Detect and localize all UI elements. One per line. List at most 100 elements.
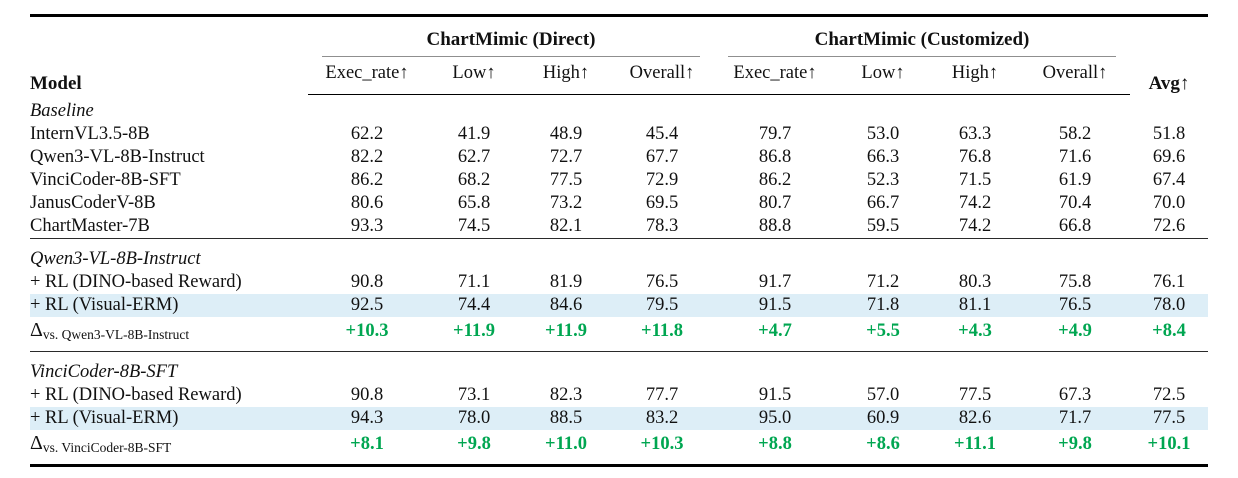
metric-value-cell: 67.7 [645, 147, 679, 167]
metric-value-cell: 68.2 [457, 170, 491, 190]
metric-value-cell: 90.8 [350, 385, 384, 405]
group-header-chartmimic-customized: ChartMimic (Customized) [714, 16, 1130, 57]
delta-value-cell: +8.1 [350, 433, 384, 454]
delta-value-cell: +10.3 [345, 320, 389, 341]
table-row: + RL (Visual-ERM) 92.5 74.4 84.6 79.5 91.5 71.… [30, 294, 1209, 317]
metric-value-cell: 67.3 [1058, 385, 1092, 405]
metric-value-cell: 73.2 [549, 193, 583, 213]
metric-value-cell: 69.5 [645, 193, 679, 213]
metric-value-cell: 78.3 [645, 216, 679, 236]
model-name-cell: InternVL3.5-8B [30, 124, 150, 144]
delta-value-cell: +4.9 [1058, 320, 1092, 341]
group-header-chartmimic-direct: ChartMimic (Direct) [308, 16, 714, 57]
model-name-cell: ChartMaster-7B [30, 216, 150, 236]
delta-value-cell: +11.9 [545, 320, 587, 341]
metric-value-cell: 86.2 [758, 170, 792, 190]
metric-value-cell: 69.6 [1152, 147, 1186, 167]
metric-value-cell: 71.6 [1058, 147, 1092, 167]
delta-symbol: Δ [30, 432, 43, 454]
metric-value-cell: 45.4 [645, 124, 679, 144]
metric-value-cell: 80.6 [350, 193, 384, 213]
metric-value-cell: 76.8 [958, 147, 992, 167]
metric-value-cell: 72.6 [1152, 216, 1186, 236]
column-header-overall-customized: Overall↑ [1020, 57, 1131, 95]
column-header-exec-rate-customized: Exec_rate↑ [714, 57, 836, 95]
delta-value-cell: +9.8 [1058, 433, 1092, 454]
delta-row-label: Δvs. Qwen3-VL-8B-Instruct [30, 317, 308, 352]
table-row: JanusCoderV-8B 80.6 65.8 73.2 69.5 80.7 66.7 74… [30, 192, 1208, 215]
table-row: ChartMaster-7B 93.3 74.5 82.1 78.3 88.8 59.5 74… [30, 215, 1208, 239]
metric-value-cell: 82.6 [930, 407, 1020, 430]
group-header-label: ChartMimic (Direct) [322, 21, 700, 57]
table-row: + RL (DINO-based Reward) 90.8 73.1 82.3 77.7… [30, 384, 1208, 407]
metric-value-cell: 63.3 [958, 124, 992, 144]
metric-value-cell: 80.7 [758, 193, 792, 213]
metric-value-cell: 66.8 [1058, 216, 1092, 236]
column-header-avg: Avg↑ [1148, 72, 1190, 94]
table-section: Baseline InternVL3.5-8B 62.2 41.9 48.9 45.4 79… [30, 95, 1208, 239]
metric-value-cell: 82.3 [549, 385, 583, 405]
model-name-cell: + RL (DINO-based Reward) [30, 272, 242, 292]
metric-value-cell: 94.3 [308, 407, 426, 430]
metric-value-cell: 74.4 [426, 294, 522, 317]
delta-value-cell: +8.4 [1152, 320, 1186, 341]
group-header-label: ChartMimic (Customized) [728, 21, 1117, 57]
table-row: VinciCoder-8B-SFT 86.2 68.2 77.5 72.9 86.2 52.… [30, 169, 1208, 192]
delta-value-cell: +8.6 [866, 433, 900, 454]
metric-value-cell: 83.2 [610, 407, 714, 430]
column-header-model: Model [30, 72, 82, 94]
metric-value-cell: 74.5 [457, 216, 491, 236]
delta-value-cell: +11.1 [954, 433, 996, 454]
delta-value-cell: +4.3 [958, 320, 992, 341]
metric-value-cell: 77.5 [549, 170, 583, 190]
metric-value-cell: 84.6 [522, 294, 610, 317]
table-row: + RL (Visual-ERM) 94.3 78.0 88.5 83.2 95.0 60.… [30, 407, 1209, 430]
delta-value-cell: +10.1 [1147, 433, 1191, 454]
delta-value-cell: +9.8 [457, 433, 491, 454]
metric-value-cell: 91.5 [758, 385, 792, 405]
delta-symbol: Δ [30, 319, 43, 341]
metric-value-cell: 77.7 [645, 385, 679, 405]
metric-value-cell: 53.0 [866, 124, 900, 144]
metric-value-cell: 88.5 [522, 407, 610, 430]
metric-value-cell: 74.2 [958, 193, 992, 213]
metric-value-cell: 95.0 [714, 407, 836, 430]
metric-value-cell: 71.5 [958, 170, 992, 190]
section-heading: Qwen3-VL-8B-Instruct [30, 248, 201, 269]
metric-value-cell: 72.5 [1152, 385, 1186, 405]
metric-value-cell: 62.7 [457, 147, 491, 167]
delta-subscript: vs. Qwen3-VL-8B-Instruct [42, 327, 190, 342]
model-name-cell: + RL (DINO-based Reward) [30, 385, 242, 405]
metric-value-cell: 86.8 [758, 147, 792, 167]
delta-value-cell: +11.9 [453, 320, 495, 341]
model-name-cell: Qwen3-VL-8B-Instruct [30, 147, 205, 167]
metric-value-cell: 76.5 [645, 272, 679, 292]
model-name-cell: + RL (Visual-ERM) [30, 294, 308, 317]
column-header-exec-rate-direct: Exec_rate↑ [308, 57, 426, 95]
metric-value-cell: 72.9 [645, 170, 679, 190]
table-section: VinciCoder-8B-SFT + RL (DINO-based Reward… [30, 351, 1209, 466]
metric-value-cell: 78.0 [426, 407, 522, 430]
delta-row-label: Δvs. VinciCoder-8B-SFT [30, 430, 308, 466]
table-section: Qwen3-VL-8B-Instruct + RL (DINO-based Rew… [30, 238, 1209, 352]
delta-value-cell: +10.3 [640, 433, 684, 454]
metric-value-cell: 70.0 [1152, 193, 1186, 213]
metric-value-cell: 71.7 [1020, 407, 1131, 430]
metric-value-cell: 77.5 [958, 385, 992, 405]
metric-value-cell: 66.3 [866, 147, 900, 167]
metric-value-cell: 51.8 [1152, 124, 1186, 144]
metric-value-cell: 71.2 [866, 272, 900, 292]
table-row: Qwen3-VL-8B-Instruct 82.2 62.7 72.7 67.7 86.8… [30, 146, 1208, 169]
metric-value-cell: 78.0 [1130, 294, 1209, 317]
metric-value-cell: 71.8 [836, 294, 930, 317]
table-row: Δvs. Qwen3-VL-8B-Instruct +10.3 +11.9 +11.9… [30, 317, 1208, 352]
metric-value-cell: 67.4 [1152, 170, 1186, 190]
delta-value-cell: +5.5 [866, 320, 900, 341]
metric-value-cell: 79.5 [610, 294, 714, 317]
metric-value-cell: 77.5 [1130, 407, 1209, 430]
metric-value-cell: 81.1 [930, 294, 1020, 317]
metric-value-cell: 74.2 [958, 216, 992, 236]
metric-value-cell: 80.3 [958, 272, 992, 292]
metric-value-cell: 66.7 [866, 193, 900, 213]
metric-value-cell: 91.7 [758, 272, 792, 292]
